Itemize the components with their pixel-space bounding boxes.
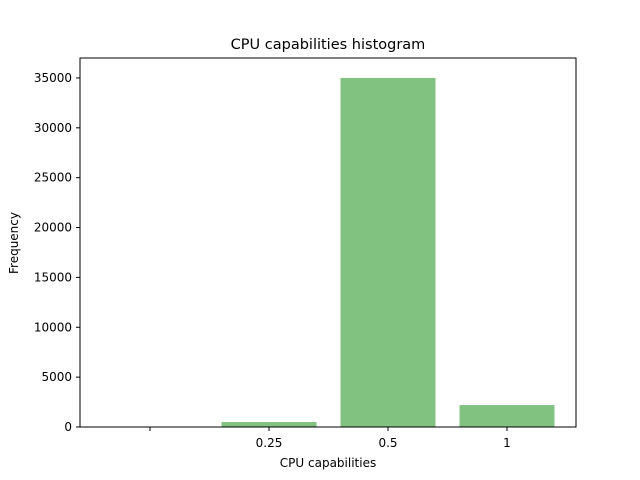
x-tick-label: 0.5	[378, 436, 397, 450]
bar-3	[459, 405, 555, 427]
y-tick-label: 0	[64, 420, 72, 434]
bar-1	[221, 422, 317, 427]
x-axis-label: CPU capabilities	[280, 456, 376, 470]
y-tick-label: 10000	[34, 320, 72, 334]
y-tick-label: 35000	[34, 71, 72, 85]
y-tick-label: 25000	[34, 171, 72, 185]
y-tick-label: 20000	[34, 221, 72, 235]
x-tick-label: 0.25	[256, 436, 283, 450]
y-axis-ticks: 0 5000 10000 15000 20000 25000 30000 35000	[34, 71, 80, 434]
y-tick-label: 15000	[34, 270, 72, 284]
x-axis-ticks: 0.25 0.5 1	[149, 427, 511, 450]
y-tick-label: 5000	[41, 370, 72, 384]
bar-2	[340, 77, 436, 427]
chart-title: CPU capabilities histogram	[231, 37, 426, 53]
y-axis-label: Frequency	[7, 212, 21, 274]
bars	[221, 77, 555, 427]
plot-frame	[79, 57, 577, 428]
x-tick-label: 1	[503, 436, 511, 450]
y-tick-label: 30000	[34, 121, 72, 135]
